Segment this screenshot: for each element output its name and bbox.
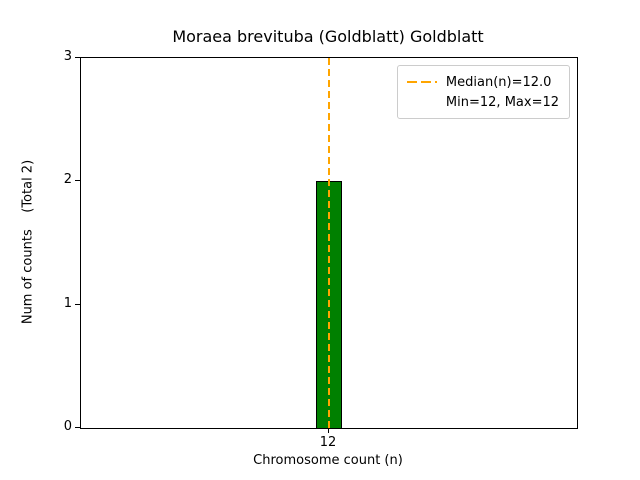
plot-area: Median(n)=12.0 Min=12, Max=12 [80, 57, 578, 429]
y-axis-label: Num of counts (Total 2) [18, 57, 38, 427]
legend: Median(n)=12.0 Min=12, Max=12 [396, 65, 570, 119]
y-tick-mark [75, 180, 80, 181]
legend-entry-minmax: Min=12, Max=12 [445, 94, 559, 110]
y-tick-label: 3 [63, 49, 72, 64]
y-tick-mark [75, 57, 80, 58]
x-tick-mark [328, 428, 329, 433]
legend-row-minmax: Min=12, Max=12 [407, 92, 559, 112]
median-line [328, 58, 330, 428]
legend-row-median: Median(n)=12.0 [406, 72, 559, 92]
legend-entry-median: Median(n)=12.0 [445, 74, 552, 90]
y-tick-label: 0 [63, 419, 72, 434]
x-axis-label: Chromosome count (n) [253, 453, 403, 468]
legend-spacer [407, 101, 437, 103]
chart-title: Moraea brevituba (Goldblatt) Goldblatt [172, 27, 484, 46]
y-tick-mark [75, 304, 80, 305]
y-tick-mark [75, 427, 80, 428]
y-tick-label: 1 [63, 296, 72, 311]
y-tick-label: 2 [63, 172, 72, 187]
median-line-swatch [406, 81, 437, 83]
y-axis-label-text: Num of counts (Total 2) [20, 159, 36, 325]
x-tick-label: 12 [319, 435, 337, 450]
